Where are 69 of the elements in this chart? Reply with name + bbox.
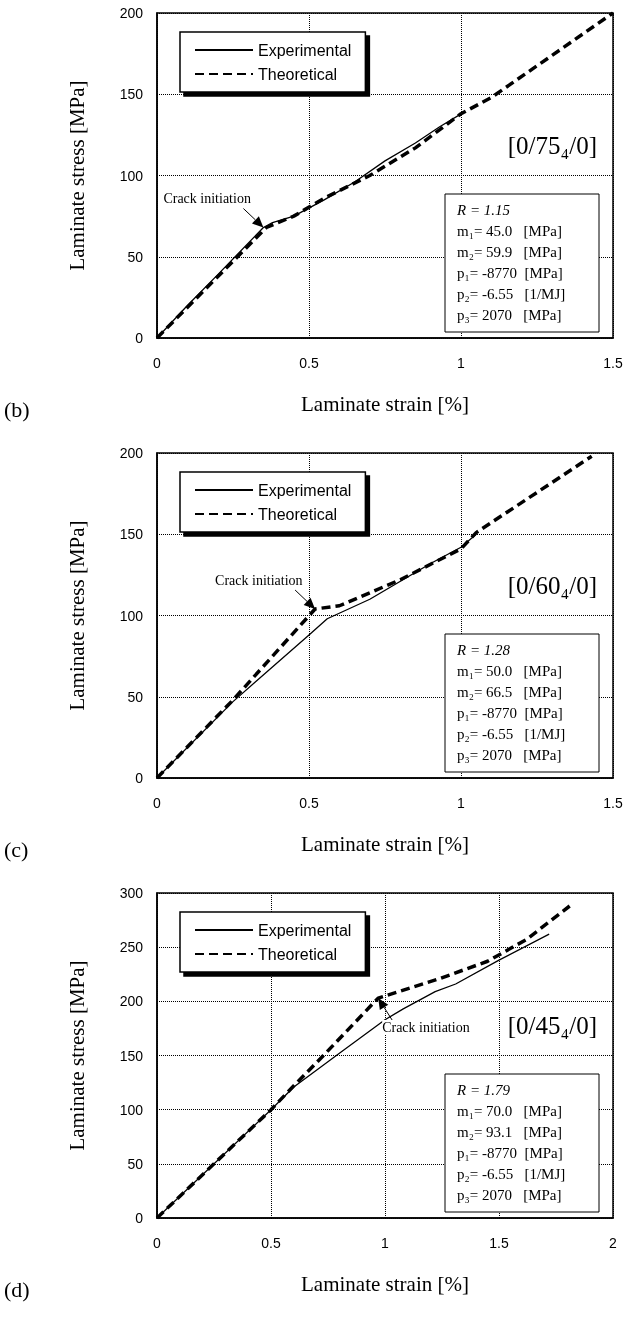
y-tick-label: 50 <box>127 248 144 265</box>
x-tick-label: 1 <box>381 1235 390 1251</box>
x-tick-label: 1.5 <box>489 1235 509 1251</box>
y-tick-label: 0 <box>135 1210 144 1226</box>
legend-label: Experimental <box>258 921 352 939</box>
annotation: p₂= -6.55 [1/MJ] <box>457 285 566 302</box>
x-tick-label: 1.5 <box>603 795 623 811</box>
y-tick-label: 150 <box>119 86 144 103</box>
legend-label: Experimental <box>258 481 352 499</box>
y-tick-label: 100 <box>119 1101 144 1118</box>
annotation: m₁= 50.0 [MPa] <box>457 662 562 679</box>
annotation: [0/45₄/0] <box>507 1012 598 1039</box>
x-axis-title: Laminate strain [%] <box>301 831 469 856</box>
y-tick-label: 200 <box>119 445 144 461</box>
text: (b) <box>4 396 30 422</box>
annotation: m₁= 70.0 [MPa] <box>457 1102 562 1119</box>
x-tick-label: 0 <box>153 795 162 811</box>
x-axis-title: Laminate strain [%] <box>301 1271 469 1296</box>
annotation: m₁= 45.0 [MPa] <box>457 222 562 239</box>
annotation: m₂= 66.5 [MPa] <box>457 683 562 700</box>
annotation: m₂= 59.9 [MPa] <box>457 243 562 260</box>
annotation: m₂= 93.1 [MPa] <box>457 1123 562 1140</box>
y-tick-label: 150 <box>119 526 144 543</box>
annotation: p₃= 2070 [MPa] <box>457 306 562 323</box>
x-tick-label: 0.5 <box>261 1235 281 1251</box>
y-tick-label: 0 <box>135 770 144 786</box>
y-tick-label: 0 <box>135 330 144 346</box>
x-tick-label: 0 <box>153 355 162 371</box>
annotation: Crack initiation <box>215 572 303 588</box>
y-tick-label: 200 <box>119 993 144 1010</box>
legend-label: Theoretical <box>258 65 338 83</box>
x-tick-label: 2 <box>609 1235 618 1251</box>
text: (c) <box>4 836 29 862</box>
x-tick-label: 0.5 <box>299 355 319 371</box>
annotation: p₂= -6.55 [1/MJ] <box>457 1165 566 1182</box>
annotation: p₃= 2070 [MPa] <box>457 746 562 763</box>
annotation: p₁= -8770 [MPa] <box>457 704 563 721</box>
x-axis-title: Laminate strain [%] <box>301 391 469 416</box>
y-tick-label: 50 <box>127 688 144 705</box>
x-tick-label: 1.5 <box>603 355 623 371</box>
legend-label: Theoretical <box>258 945 338 963</box>
x-tick-label: 0.5 <box>299 795 319 811</box>
annotation: p₂= -6.55 [1/MJ] <box>457 725 566 742</box>
x-tick-label: 1 <box>457 795 466 811</box>
y-tick-label: 300 <box>119 885 144 901</box>
y-axis-title: Laminate stress [MPa] <box>64 960 89 1151</box>
x-tick-label: 1 <box>457 355 466 371</box>
annotation: p₁= -8770 [MPa] <box>457 264 563 281</box>
annotation: [0/75₄/0] <box>507 132 598 159</box>
annotation: Crack initiation <box>382 1019 470 1035</box>
y-tick-label: 200 <box>119 5 144 21</box>
legend-label: Experimental <box>258 41 352 59</box>
annotation: Crack initiation <box>163 191 251 206</box>
annotation: R = 1.28 <box>456 641 511 658</box>
y-tick-label: 50 <box>127 1155 144 1172</box>
annotation: [0/60₄/0] <box>507 572 598 599</box>
x-tick-label: 0 <box>153 1235 162 1251</box>
y-tick-label: 100 <box>119 167 144 184</box>
y-axis-title: Laminate stress [MPa] <box>64 80 89 271</box>
annotation: R = 1.79 <box>456 1081 511 1098</box>
annotation: p₃= 2070 [MPa] <box>457 1186 562 1203</box>
y-tick-label: 150 <box>119 1047 144 1064</box>
text: (d) <box>4 1276 30 1302</box>
y-axis-title: Laminate stress [MPa] <box>64 520 89 711</box>
legend-label: Theoretical <box>258 505 338 523</box>
y-tick-label: 100 <box>119 607 144 624</box>
annotation: p₁= -8770 [MPa] <box>457 1144 563 1161</box>
y-tick-label: 250 <box>119 939 144 956</box>
annotation: R = 1.15 <box>456 201 511 218</box>
